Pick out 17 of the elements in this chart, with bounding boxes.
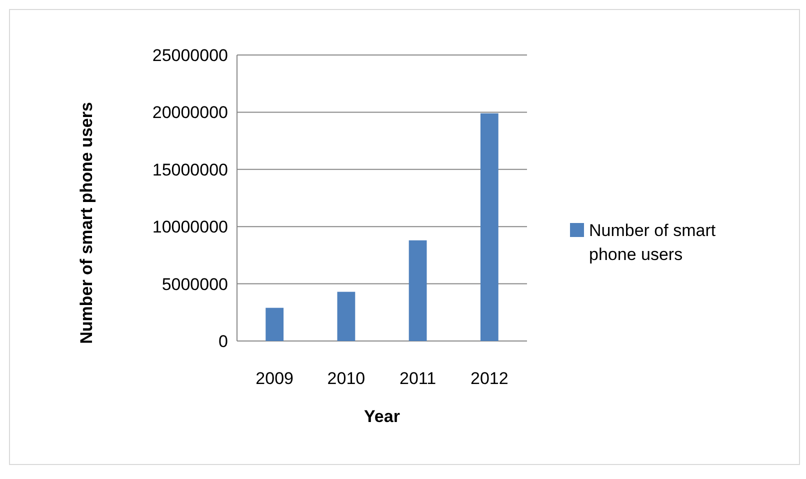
x-axis-title: Year (364, 407, 400, 426)
y-axis-title: Number of smart phone users (77, 102, 96, 344)
y-tick-label: 10000000 (152, 218, 228, 237)
bar (480, 113, 498, 341)
y-tick-label: 5000000 (162, 274, 228, 294)
bar (337, 292, 356, 341)
legend-label: Number of smart phone users (589, 220, 716, 264)
y-tick-label: 20000000 (152, 103, 228, 122)
y-tick-label: 25000000 (152, 46, 228, 65)
bar (266, 308, 284, 341)
x-tick-label: 2011 (400, 369, 436, 388)
x-tick-label: 2012 (470, 369, 508, 388)
y-tick-label: 0 (218, 332, 228, 351)
x-tick-label: 2009 (256, 369, 294, 388)
y-tick-label: 15000000 (152, 160, 228, 180)
bar (408, 240, 427, 341)
x-tick-label: 2010 (327, 369, 366, 388)
